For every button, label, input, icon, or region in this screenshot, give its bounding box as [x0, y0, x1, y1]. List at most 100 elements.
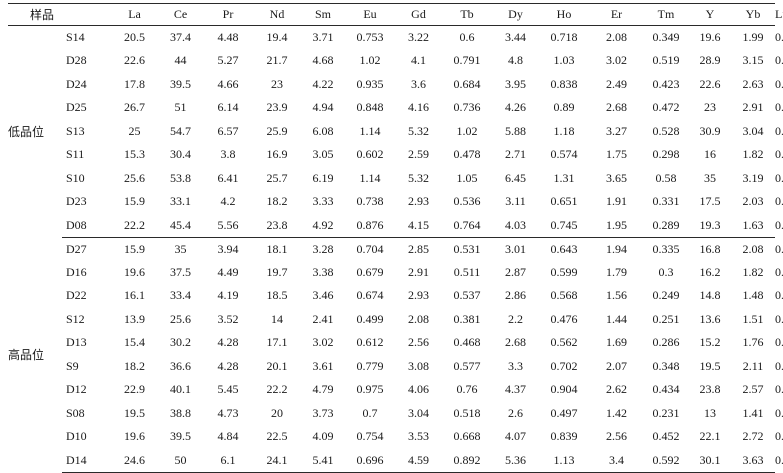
value-cell: 0.839 [550, 429, 578, 444]
value-cell: 13.6 [699, 311, 721, 326]
value-cell: 3.22 [408, 30, 430, 44]
value-cell: 4.03 [493, 213, 539, 238]
value-cell: 37.4 [170, 30, 192, 44]
value-cell: 1.76 [742, 335, 764, 350]
element-column-header: Gd [396, 3, 442, 26]
value-cell: 0.753 [356, 30, 384, 44]
element-column-header: Yb [731, 3, 776, 26]
value-cell: 0.537 [453, 288, 481, 303]
value-cell: 1.14 [359, 170, 381, 185]
element-column-header: Ho [538, 3, 591, 26]
value-cell: 6.45 [505, 170, 527, 185]
table-row: D16 19.6 37.5 4.49 19.7 3.38 0.679 2.91 0.511 2.8… [8, 261, 783, 285]
value-cell: 1.41 [742, 405, 764, 420]
value-cell: 2.59 [408, 147, 430, 162]
value-cell: 2.62 [606, 382, 628, 397]
value-cell: 3.04 [408, 405, 430, 420]
value-cell: 0.298 [652, 147, 680, 162]
value-cell: 15.9 [124, 241, 146, 256]
value-cell: 2.63 [742, 76, 764, 91]
value-cell: 0.6 [459, 30, 475, 44]
value-cell: 2.6 [508, 405, 524, 420]
value-cell: 0.651 [550, 194, 578, 209]
value-cell: 17.5 [699, 194, 721, 209]
value-cell: 19.6 [124, 429, 146, 444]
ree-composition-table: 样品 LaCePrNdSmEuGdTbDyHoErTmYYbLu 低品位 S14 2… [8, 3, 783, 473]
value-cell: 0.718 [550, 30, 578, 44]
value-cell: 22.2 [112, 213, 158, 238]
value-cell: 22.1 [699, 429, 721, 444]
value-cell: 22.9 [124, 382, 146, 397]
value-cell: 3.71 [312, 30, 334, 44]
value-cell: 3.28 [312, 241, 334, 256]
value-cell: 16.2 [699, 264, 721, 279]
value-cell: 19.5 [699, 358, 721, 373]
sample-id-cell: S9 [66, 358, 79, 373]
value-cell: 51 [174, 100, 187, 115]
value-cell: 1.31 [553, 170, 575, 185]
value-cell: 4.16 [408, 100, 430, 115]
value-cell: 0.251 [652, 311, 680, 326]
value-cell: 14 [271, 311, 284, 326]
value-cell: 50 [157, 448, 205, 473]
value-cell: 4.48 [217, 30, 239, 44]
value-cell: 4.26 [505, 100, 527, 115]
value-cell: 1.94 [606, 241, 628, 256]
value-cell: 22.6 [699, 76, 721, 91]
value-cell: 17.1 [266, 335, 288, 350]
value-cell: 22.5 [266, 429, 288, 444]
value-cell: 40.1 [170, 382, 192, 397]
value-cell: 3.53 [408, 429, 430, 444]
value-cell: 1.82 [742, 264, 764, 279]
value-cell: 5.56 [204, 213, 253, 238]
value-cell: 3.8 [220, 147, 236, 162]
value-cell: 0.674 [356, 288, 384, 303]
value-cell: 0.679 [356, 264, 384, 279]
value-cell: 4.06 [408, 382, 430, 397]
value-cell: 18.2 [124, 358, 146, 373]
value-cell: 6.19 [312, 170, 334, 185]
value-cell: 38.8 [170, 405, 192, 420]
value-cell: 19.6 [124, 264, 146, 279]
value-cell: 0.528 [652, 123, 680, 138]
value-cell: 1.44 [606, 311, 628, 326]
value-cell: 44 [174, 53, 187, 68]
value-cell: 16.9 [266, 147, 288, 162]
value-cell: 36.6 [170, 358, 192, 373]
sample-id-cell: D25 [66, 100, 87, 115]
value-cell: 0.518 [453, 405, 481, 420]
value-cell: 3.4 [590, 448, 644, 473]
value-cell: 4.49 [217, 264, 239, 279]
value-cell: 1.63 [731, 213, 776, 238]
value-cell: 19.6 [699, 30, 721, 44]
value-cell: 6.57 [217, 123, 239, 138]
value-cell: 15.3 [124, 147, 146, 162]
value-cell: 33.4 [170, 288, 192, 303]
value-cell: 6.41 [217, 170, 239, 185]
value-cell: 0.531 [453, 241, 481, 256]
value-cell: 1.05 [456, 170, 478, 185]
value-cell: 3.38 [312, 264, 334, 279]
value-cell: 20 [271, 405, 284, 420]
sample-id-cell: D13 [66, 335, 87, 350]
value-cell: 5.45 [217, 382, 239, 397]
table-row: D12 22.9 40.1 5.45 22.2 4.79 0.975 4.06 0.76 4.37… [8, 378, 783, 402]
table-row: S08 19.5 38.8 4.73 20 3.73 0.7 3.04 0.518 2.6 0.49… [8, 402, 783, 426]
value-cell: 25.6 [124, 170, 146, 185]
value-cell: 2.03 [742, 194, 764, 209]
value-cell: 0.702 [550, 358, 578, 373]
value-cell: 0.892 [441, 448, 494, 473]
element-column-header: Sm [302, 3, 345, 26]
value-cell: 16 [704, 147, 717, 162]
value-cell: 4.22 [312, 76, 334, 91]
sample-id-cell: D14 [62, 448, 113, 473]
sample-id-cell: D16 [66, 264, 87, 279]
value-cell: 24.6 [112, 448, 158, 473]
value-cell: 3.05 [312, 147, 334, 162]
value-cell: 0.335 [652, 241, 680, 256]
value-cell: 3.01 [505, 241, 527, 256]
value-cell: 0.975 [356, 382, 384, 397]
value-cell: 1.18 [553, 123, 575, 138]
value-cell: 22.6 [124, 53, 146, 68]
element-column-header: Y [689, 3, 732, 26]
